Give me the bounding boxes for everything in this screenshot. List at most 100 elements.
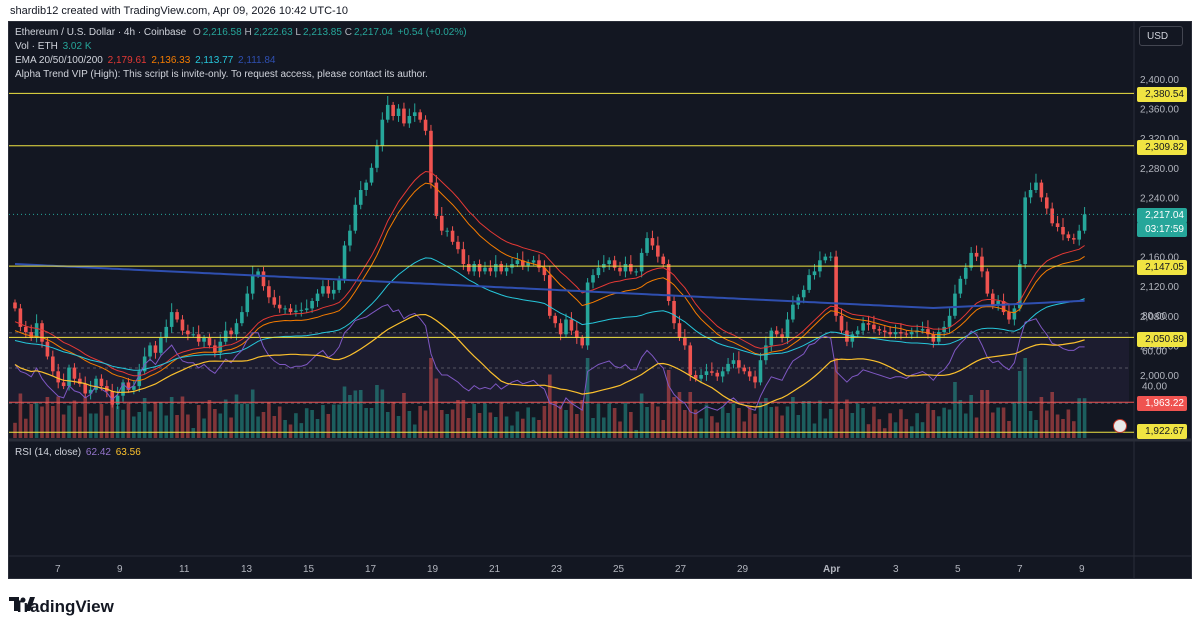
candle-body[interactable] <box>191 334 196 336</box>
candle-body[interactable] <box>1055 223 1060 227</box>
candle-body[interactable] <box>645 238 649 253</box>
candle-body[interactable] <box>493 264 498 272</box>
candle-body[interactable] <box>812 271 817 276</box>
candle-body[interactable] <box>450 230 455 242</box>
candle-body[interactable] <box>920 329 925 331</box>
candle-body[interactable] <box>1082 214 1087 231</box>
candle-body[interactable] <box>261 271 266 287</box>
candle-body[interactable] <box>380 119 385 146</box>
candle-body[interactable] <box>342 245 347 279</box>
candle-body[interactable] <box>888 332 892 335</box>
candle-body[interactable] <box>229 330 233 335</box>
candle-body[interactable] <box>245 293 250 313</box>
candle-body[interactable] <box>407 116 412 124</box>
candle-body[interactable] <box>40 323 44 342</box>
candle-body[interactable] <box>969 252 973 268</box>
candle-body[interactable] <box>126 382 131 390</box>
candle-body[interactable] <box>715 372 720 377</box>
candle-body[interactable] <box>899 332 903 334</box>
candle-body[interactable] <box>61 382 66 387</box>
us-flag-icon[interactable] <box>1113 419 1127 433</box>
candle-body[interactable] <box>1023 197 1027 264</box>
candle-body[interactable] <box>801 289 806 298</box>
candle-body[interactable] <box>429 130 433 183</box>
candle-body[interactable] <box>996 301 1000 305</box>
candle-body[interactable] <box>364 182 368 190</box>
candle-body[interactable] <box>618 267 622 272</box>
candle-body[interactable] <box>223 330 228 342</box>
candle-body[interactable] <box>169 312 174 327</box>
candle-body[interactable] <box>650 238 655 246</box>
candle-body[interactable] <box>542 267 547 276</box>
candle-body[interactable] <box>331 289 336 294</box>
currency-button[interactable]: USD <box>1139 26 1183 46</box>
candle-body[interactable] <box>963 267 968 279</box>
candle-body[interactable] <box>348 230 352 246</box>
candle-body[interactable] <box>1034 182 1038 190</box>
price-chart-svg[interactable]: 2,400.00 2,360.00 2,320.00 2,280.00 2,240.00… <box>9 22 1192 579</box>
candle-body[interactable] <box>564 319 568 335</box>
candle-body[interactable] <box>747 371 752 377</box>
candle-body[interactable] <box>731 360 736 364</box>
candle-body[interactable] <box>461 249 466 264</box>
candle-body[interactable] <box>575 330 579 338</box>
candle-body[interactable] <box>137 371 142 387</box>
candle-body[interactable] <box>612 260 617 268</box>
candle-body[interactable] <box>753 376 757 383</box>
candle-body[interactable] <box>1001 301 1006 313</box>
candle-body[interactable] <box>839 315 844 331</box>
candle-body[interactable] <box>148 345 152 357</box>
candle-body[interactable] <box>828 256 833 258</box>
candle-body[interactable] <box>791 304 795 320</box>
candle-body[interactable] <box>704 371 709 375</box>
candle-body[interactable] <box>629 264 633 272</box>
candle-body[interactable] <box>337 278 341 290</box>
candle-body[interactable] <box>159 338 163 353</box>
candle-body[interactable] <box>67 367 71 387</box>
candle-body[interactable] <box>537 260 541 268</box>
candle-body[interactable] <box>785 319 790 339</box>
candle-body[interactable] <box>256 271 260 276</box>
candle-body[interactable] <box>958 278 963 294</box>
candle-body[interactable] <box>250 275 255 294</box>
candle-body[interactable] <box>310 301 314 309</box>
candle-body[interactable] <box>699 375 703 379</box>
candle-body[interactable] <box>412 112 417 116</box>
candle-body[interactable] <box>132 386 136 390</box>
candle-body[interactable] <box>1017 264 1022 309</box>
candle-body[interactable] <box>24 326 28 333</box>
candle-body[interactable] <box>164 326 169 338</box>
candle-body[interactable] <box>1066 234 1071 239</box>
candle-body[interactable] <box>737 360 741 368</box>
candle-body[interactable] <box>78 378 82 384</box>
candle-body[interactable] <box>423 119 428 131</box>
candle-body[interactable] <box>672 301 676 324</box>
candle-body[interactable] <box>240 312 244 324</box>
candle-body[interactable] <box>845 330 849 342</box>
candle-body[interactable] <box>45 341 50 357</box>
candle-body[interactable] <box>877 329 882 331</box>
candle-body[interactable] <box>807 275 811 290</box>
volume-label[interactable]: Vol · ETH <box>15 41 58 52</box>
candle-body[interactable] <box>175 312 179 320</box>
candle-body[interactable] <box>693 375 698 379</box>
candle-body[interactable] <box>110 391 115 405</box>
candle-body[interactable] <box>866 323 871 325</box>
candle-body[interactable] <box>850 334 855 342</box>
candle-body[interactable] <box>353 204 358 231</box>
candle-body[interactable] <box>607 260 612 264</box>
candle-body[interactable] <box>1044 197 1049 209</box>
candle-body[interactable] <box>207 338 212 346</box>
candle-body[interactable] <box>774 330 779 335</box>
candle-body[interactable] <box>980 256 984 272</box>
candle-body[interactable] <box>591 275 595 283</box>
candle-body[interactable] <box>272 297 277 305</box>
candle-body[interactable] <box>213 345 217 353</box>
candle-body[interactable] <box>321 286 325 294</box>
candle-body[interactable] <box>294 310 298 313</box>
candle-body[interactable] <box>304 308 309 310</box>
candle-body[interactable] <box>639 252 644 272</box>
candle-body[interactable] <box>742 367 747 372</box>
candle-body[interactable] <box>683 338 687 346</box>
candle-body[interactable] <box>277 304 282 309</box>
